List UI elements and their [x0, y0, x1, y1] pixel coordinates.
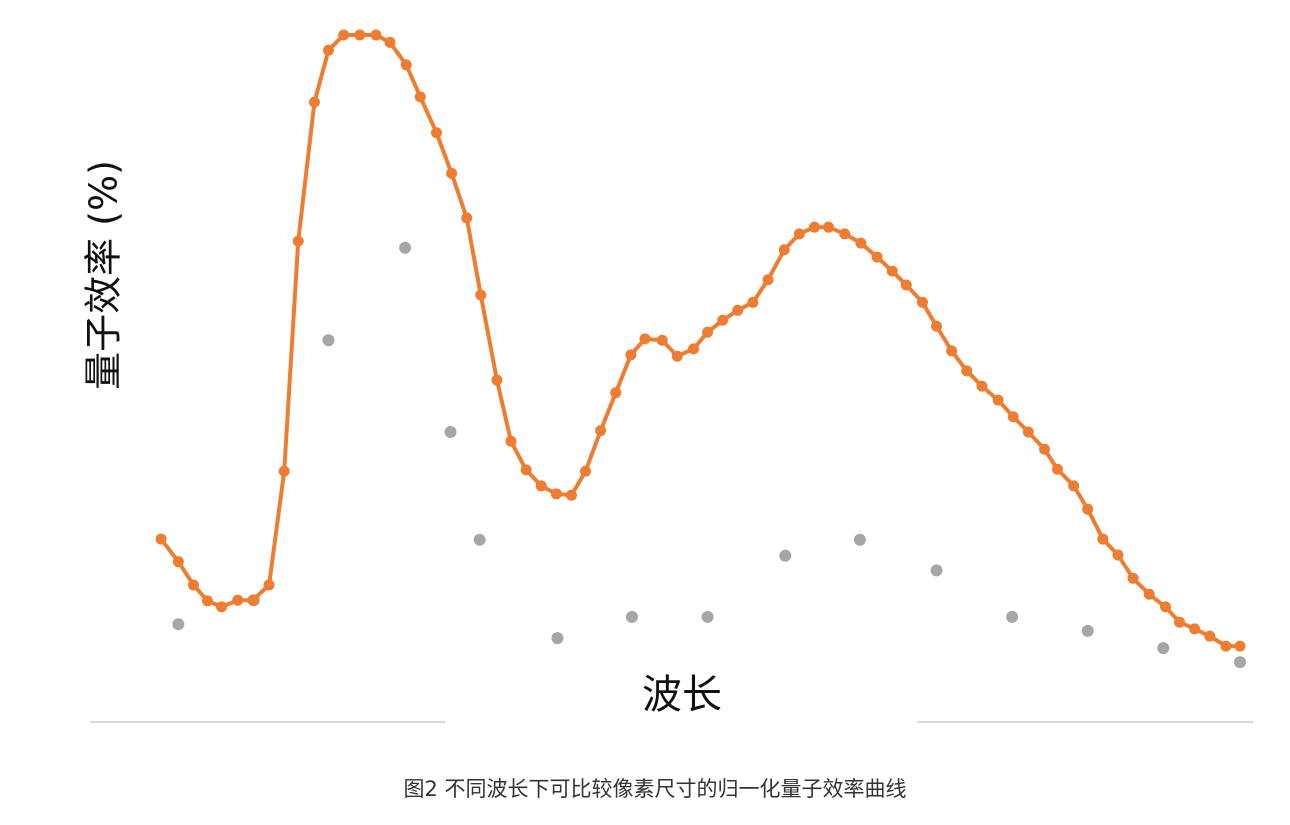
orange-data-point [370, 29, 382, 41]
orange-data-point [886, 265, 898, 277]
orange-data-point [855, 237, 867, 249]
orange-data-point [778, 244, 790, 256]
gray-data-point [625, 610, 638, 623]
orange-data-point [1159, 601, 1171, 613]
orange-data-point [308, 96, 320, 108]
orange-data-point [535, 480, 547, 492]
orange-data-point [916, 296, 928, 308]
gray-data-point [701, 610, 714, 623]
orange-data-point [976, 380, 988, 392]
orange-data-point [505, 435, 517, 447]
orange-data-point [1174, 616, 1186, 628]
gray-data-point [1006, 610, 1019, 623]
orange-data-point [1022, 426, 1034, 438]
gray-data-point [551, 632, 564, 645]
orange-data-point [1234, 640, 1246, 652]
orange-data-point [247, 594, 259, 606]
orange-data-point [808, 221, 820, 233]
orange-data-point [625, 349, 637, 361]
orange-data-point [871, 251, 883, 263]
orange-data-point [565, 489, 577, 501]
orange-data-point [1127, 572, 1139, 584]
orange-data-point [1204, 630, 1216, 642]
orange-data-point [216, 601, 228, 613]
orange-data-point [717, 314, 729, 326]
gray-data-point [1081, 624, 1094, 637]
y-axis-label: 量子效率 (%) [81, 160, 126, 390]
gray-data-point [399, 241, 412, 254]
orange-data-point [1082, 503, 1094, 515]
gray-data-point [1234, 656, 1246, 669]
orange-data-point [354, 29, 366, 41]
orange-data-point [1039, 443, 1051, 455]
orange-data-point [430, 127, 442, 139]
orange-data-point [461, 212, 473, 224]
x-axis-label: 波长 [642, 672, 722, 718]
orange-data-point [322, 44, 334, 56]
orange-data-point [1097, 533, 1109, 545]
orange-data-point [671, 350, 683, 362]
orange-data-point [702, 326, 714, 338]
orange-data-point [400, 59, 412, 71]
orange-data-point [747, 296, 759, 308]
orange-data-point [992, 394, 1004, 406]
orange-data-point [475, 289, 487, 301]
orange-data-point [793, 228, 805, 240]
orange-data-point [1051, 463, 1063, 475]
orange-data-point [931, 320, 943, 332]
orange-data-point [187, 579, 199, 591]
orange-data-point [762, 274, 774, 286]
gray-data-point [322, 334, 335, 347]
orange-data-point [155, 533, 167, 545]
orange-data-point [446, 167, 458, 179]
orange-data-point [580, 465, 592, 477]
orange-data-point [1220, 640, 1232, 652]
gray-data-point [473, 533, 486, 546]
orange-data-point [900, 279, 912, 291]
gray-data-point [779, 549, 792, 562]
orange-data-point [1007, 411, 1019, 423]
orange-data-point [278, 465, 290, 477]
gray-data-point [444, 426, 457, 439]
orange-data-point [839, 228, 851, 240]
orange-data-point [1112, 549, 1124, 561]
gray-data-point [1157, 642, 1170, 655]
gray-data-point [930, 564, 943, 577]
orange-data-point [1068, 480, 1080, 492]
orange-data-point [414, 91, 426, 103]
orange-data-point [1143, 588, 1155, 600]
orange-data-point [292, 235, 304, 247]
orange-data-point [946, 345, 958, 357]
orange-data-point [610, 387, 622, 399]
orange-data-point [384, 36, 396, 48]
orange-data-point [595, 425, 607, 437]
orange-data-point [1189, 623, 1201, 635]
gray-data-point [172, 618, 185, 631]
orange-data-point [732, 304, 744, 316]
gray-data-point [853, 533, 866, 546]
orange-data-point [639, 333, 651, 345]
orange-data-point [823, 221, 835, 233]
orange-data-point [338, 29, 350, 41]
orange-data-point [491, 374, 503, 386]
orange-data-point [520, 464, 532, 476]
orange-data-point [202, 595, 214, 607]
orange-data-point [961, 365, 973, 377]
orange-data-point [263, 579, 275, 591]
orange-data-point [172, 556, 184, 568]
orange-data-point [550, 488, 562, 500]
figure-caption: 图2 不同波长下可比较像素尺寸的归一化量子效率曲线 [403, 777, 907, 801]
orange-data-point [656, 334, 668, 346]
orange-data-point [232, 594, 244, 606]
orange-data-point [688, 343, 700, 355]
